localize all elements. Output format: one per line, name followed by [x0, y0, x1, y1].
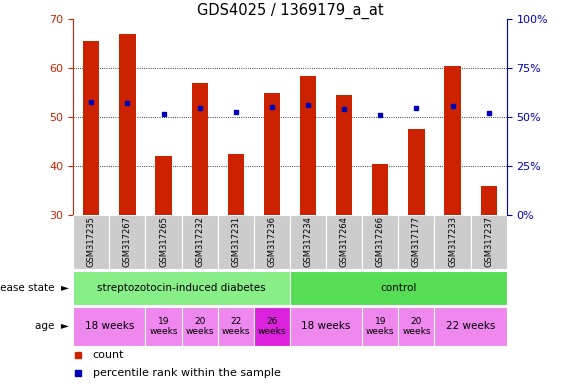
FancyBboxPatch shape — [290, 271, 507, 305]
FancyBboxPatch shape — [362, 215, 399, 269]
FancyBboxPatch shape — [399, 307, 435, 346]
Text: 18 weeks: 18 weeks — [301, 321, 351, 331]
FancyBboxPatch shape — [218, 307, 254, 346]
Bar — [119, 34, 136, 215]
Text: 19
weeks: 19 weeks — [366, 317, 395, 336]
Bar — [227, 154, 244, 215]
Text: GSM317264: GSM317264 — [339, 217, 348, 267]
Bar — [155, 156, 172, 215]
Text: 26
weeks: 26 weeks — [258, 317, 286, 336]
Bar — [408, 129, 425, 215]
Text: GSM317235: GSM317235 — [87, 217, 96, 267]
Bar — [372, 164, 388, 215]
Text: count: count — [93, 350, 124, 360]
Text: 22
weeks: 22 weeks — [221, 317, 250, 336]
FancyBboxPatch shape — [73, 215, 109, 269]
FancyBboxPatch shape — [362, 307, 399, 346]
Text: GSM317236: GSM317236 — [267, 217, 276, 267]
FancyBboxPatch shape — [73, 307, 145, 346]
Text: GSM317265: GSM317265 — [159, 217, 168, 267]
Text: GSM317234: GSM317234 — [303, 217, 312, 267]
Text: GSM317177: GSM317177 — [412, 217, 421, 267]
FancyBboxPatch shape — [73, 271, 290, 305]
FancyBboxPatch shape — [435, 307, 507, 346]
Text: GSM317233: GSM317233 — [448, 217, 457, 267]
FancyBboxPatch shape — [181, 215, 218, 269]
Text: GSM317232: GSM317232 — [195, 217, 204, 267]
Text: GSM317267: GSM317267 — [123, 217, 132, 267]
Text: disease state  ►: disease state ► — [0, 283, 69, 293]
FancyBboxPatch shape — [145, 215, 181, 269]
Text: streptozotocin-induced diabetes: streptozotocin-induced diabetes — [97, 283, 266, 293]
Title: GDS4025 / 1369179_a_at: GDS4025 / 1369179_a_at — [196, 3, 383, 19]
Text: 22 weeks: 22 weeks — [446, 321, 495, 331]
FancyBboxPatch shape — [181, 307, 218, 346]
FancyBboxPatch shape — [254, 307, 290, 346]
FancyBboxPatch shape — [435, 215, 471, 269]
Text: GSM317237: GSM317237 — [484, 217, 493, 267]
FancyBboxPatch shape — [471, 215, 507, 269]
Text: GSM317231: GSM317231 — [231, 217, 240, 267]
Text: control: control — [380, 283, 417, 293]
Bar — [480, 186, 497, 215]
Bar — [263, 93, 280, 215]
FancyBboxPatch shape — [399, 215, 435, 269]
Bar — [300, 76, 316, 215]
FancyBboxPatch shape — [290, 215, 326, 269]
FancyBboxPatch shape — [326, 215, 362, 269]
Bar — [83, 41, 100, 215]
Bar — [444, 66, 461, 215]
Bar — [336, 95, 352, 215]
FancyBboxPatch shape — [290, 307, 362, 346]
FancyBboxPatch shape — [109, 215, 145, 269]
FancyBboxPatch shape — [218, 215, 254, 269]
Text: 20
weeks: 20 weeks — [402, 317, 431, 336]
Text: age  ►: age ► — [35, 321, 69, 331]
Text: 18 weeks: 18 weeks — [84, 321, 134, 331]
Text: 19
weeks: 19 weeks — [149, 317, 178, 336]
FancyBboxPatch shape — [145, 307, 181, 346]
Text: GSM317266: GSM317266 — [376, 217, 385, 267]
Text: percentile rank within the sample: percentile rank within the sample — [93, 367, 280, 377]
FancyBboxPatch shape — [254, 215, 290, 269]
Bar — [191, 83, 208, 215]
Text: 20
weeks: 20 weeks — [185, 317, 214, 336]
